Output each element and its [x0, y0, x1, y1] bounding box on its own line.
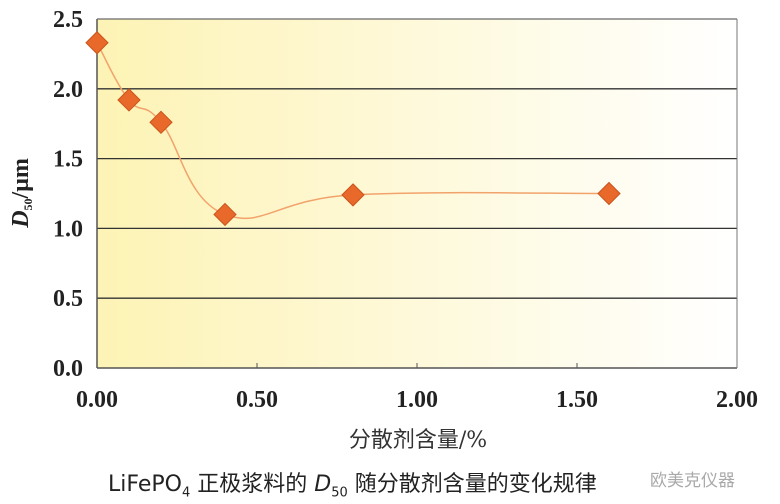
x-tick-label: 1.50: [556, 387, 598, 413]
x-tick-label: 1.00: [396, 387, 438, 413]
y-axis-label: D50/μm: [8, 158, 35, 229]
svg-text:D50/μm: D50/μm: [8, 158, 35, 229]
data-point: [85, 31, 109, 55]
data-point: [597, 181, 621, 206]
x-tick-label: 0.50: [236, 387, 278, 413]
y-tick-label: 1.5: [53, 147, 83, 173]
x-tick-label: 0.00: [76, 387, 118, 413]
y-tick-label: 2.5: [53, 7, 83, 33]
x-tick-label: 2.00: [716, 387, 758, 413]
y-tick-label: 0.5: [53, 286, 83, 312]
y-tick-label: 0.0: [53, 356, 83, 382]
data-point: [117, 88, 141, 112]
watermark: 欧美克仪器: [650, 471, 735, 491]
figure-caption: LiFePO4 正极浆料的 D50 随分散剂含量的变化规律: [108, 472, 597, 501]
data-point: [341, 183, 365, 207]
x-axis-label: 分散剂含量/%: [349, 428, 487, 453]
y-tick-label: 1.0: [53, 216, 83, 242]
data-point: [213, 202, 237, 227]
y-tick-label: 2.0: [53, 77, 83, 103]
data-point: [149, 110, 173, 135]
